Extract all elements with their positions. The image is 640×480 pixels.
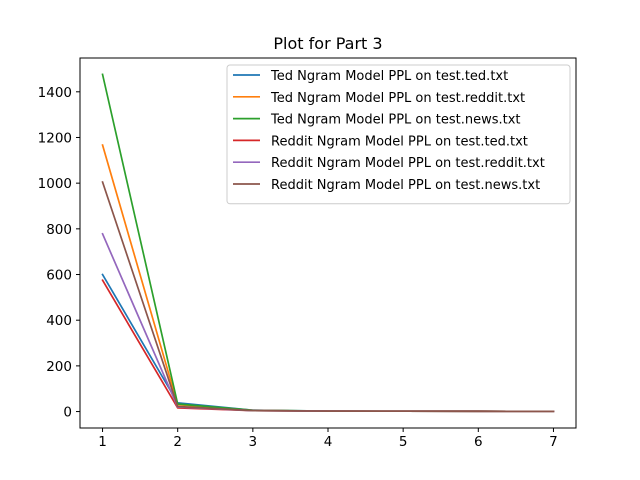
legend-label: Ted Ngram Model PPL on test.reddit.txt <box>270 91 525 106</box>
y-tick-label: 1200 <box>38 130 72 146</box>
legend-label: Reddit Ngram Model PPL on test.ted.txt <box>271 134 528 149</box>
x-tick-label: 3 <box>249 434 258 450</box>
y-tick-label: 400 <box>46 313 72 329</box>
legend-box <box>226 64 571 205</box>
x-tick-label: 1 <box>98 434 107 450</box>
x-tick-label: 7 <box>549 434 558 450</box>
x-tick-label: 2 <box>173 434 182 450</box>
y-tick-label: 0 <box>63 405 72 421</box>
axes-layer: 1 2 3 4 5 6 7 0 200 400 600 800 1000 1200 1400 <box>38 85 558 450</box>
legend: Ted Ngram Model PPL on test.ted.txt Ted N… <box>226 64 571 205</box>
x-tick-label: 5 <box>399 434 408 450</box>
series-line-6 <box>101 180 555 413</box>
plot-frame <box>79 57 577 429</box>
y-tick-label: 200 <box>46 359 72 375</box>
series-layer <box>101 73 555 413</box>
chart-title: Plot for Part 3 <box>273 34 382 53</box>
y-tick-label: 1000 <box>38 176 72 192</box>
x-tick-label: 4 <box>324 434 333 450</box>
legend-label: Reddit Ngram Model PPL on test.news.txt <box>271 178 540 193</box>
y-tick-label: 1400 <box>38 85 72 101</box>
x-tick-label: 6 <box>474 434 483 450</box>
y-tick-label: 600 <box>46 268 72 284</box>
legend-label: Ted Ngram Model PPL on test.ted.txt <box>270 69 508 84</box>
legend-label: Reddit Ngram Model PPL on test.reddit.tx… <box>271 156 545 171</box>
y-tick-label: 800 <box>46 222 72 238</box>
legend-label: Ted Ngram Model PPL on test.news.txt <box>270 113 521 128</box>
